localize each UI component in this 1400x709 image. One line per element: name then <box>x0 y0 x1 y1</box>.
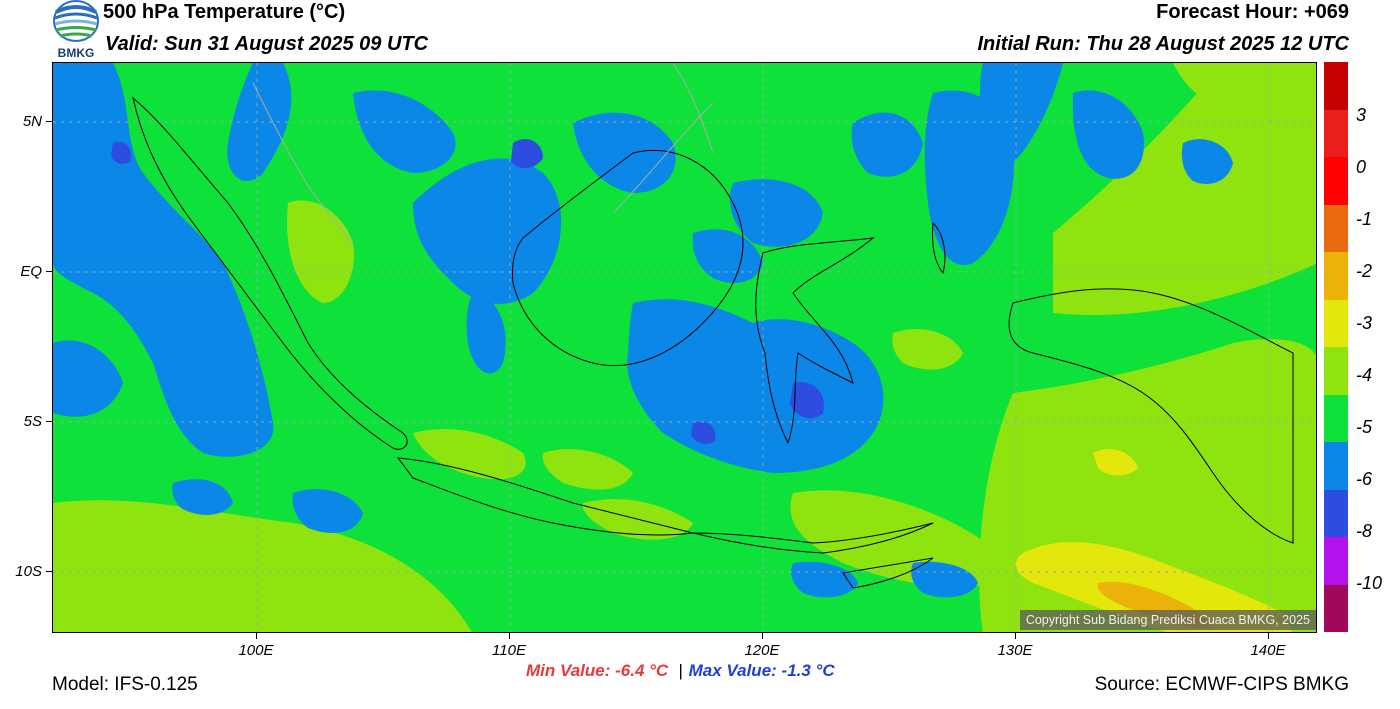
colorbar-segment <box>1324 252 1348 300</box>
colorbar-label: -4 <box>1356 365 1373 385</box>
map-canvas <box>53 63 1316 632</box>
lon-label-100e: 100E <box>238 642 274 659</box>
min-max-values: Min Value: -6.4 °C | Max Value: -1.3 °C <box>526 661 835 681</box>
max-value: Max Value: -1.3 °C <box>688 661 835 680</box>
graticule <box>53 63 1316 632</box>
colorbar-segment <box>1324 109 1348 157</box>
lat-label-10s: 10S <box>15 563 42 580</box>
colorbar-label: 3 <box>1356 105 1367 125</box>
colorbar-segment <box>1324 347 1348 395</box>
lat-tick <box>46 271 52 272</box>
field-minus6 <box>111 138 824 444</box>
copyright-notice: Copyright Sub Bidang Prediksi Cuaca BMKG… <box>1019 610 1316 630</box>
min-max-separator: | <box>678 661 683 680</box>
temperature-map <box>52 62 1317 633</box>
lon-tick <box>762 633 763 639</box>
timor-outline <box>842 557 934 589</box>
lon-tick <box>509 633 510 639</box>
lat-tick <box>46 121 52 122</box>
forecast-hour: Forecast Hour: +069 <box>1156 1 1349 23</box>
lesser-sunda-outline <box>692 522 934 554</box>
halmahera-outline <box>932 221 946 275</box>
field-minus2 <box>1015 448 1293 632</box>
colorbar-segment <box>1324 62 1348 110</box>
lon-label-130e: 130E <box>997 642 1033 659</box>
valid-time: Valid: Sun 31 August 2025 09 UTC <box>105 33 429 55</box>
logo-text: BMKG <box>58 46 95 60</box>
colorbar-segment <box>1324 489 1348 537</box>
sumatra-outline <box>132 96 408 450</box>
lon-tick <box>256 633 257 639</box>
northern-borneo-outline <box>612 102 714 214</box>
colorbar-label: -3 <box>1356 313 1373 333</box>
lon-label-140e: 140E <box>1250 642 1286 659</box>
colorbar-label: -1 <box>1356 209 1373 229</box>
coastlines <box>132 63 1294 589</box>
lon-label-120e: 120E <box>744 642 780 659</box>
lon-tick <box>1268 633 1269 639</box>
initial-run: Initial Run: Thu 28 August 2025 12 UTC <box>977 33 1349 55</box>
colorbar-label: -10 <box>1356 573 1383 593</box>
malay-peninsula-outline <box>252 82 354 244</box>
new-guinea-outline <box>1008 288 1294 544</box>
colorbar-label: 0 <box>1356 157 1367 177</box>
field-minus5 <box>53 63 1233 598</box>
lat-tick <box>46 421 52 422</box>
colorbar-label: -5 <box>1356 417 1373 437</box>
sulawesi-outline <box>755 237 875 445</box>
colorbar-segment <box>1324 204 1348 252</box>
colorbar-segment <box>1324 157 1348 205</box>
colorbar-label: -6 <box>1356 469 1373 489</box>
colorbar-segment <box>1324 537 1348 585</box>
model-name: Model: IFS-0.125 <box>52 674 198 695</box>
lat-tick <box>46 571 52 572</box>
borneo-outline <box>512 149 744 367</box>
min-value: Min Value: -6.4 °C <box>526 661 669 680</box>
colorbar-segment <box>1324 442 1348 490</box>
lat-label-5s: 5S <box>23 413 42 430</box>
lon-tick <box>1015 633 1016 639</box>
colorbar-label: -2 <box>1356 261 1373 281</box>
lat-label-5n: 5N <box>22 113 42 130</box>
colorbar <box>1324 62 1348 632</box>
colorbar-segment <box>1324 299 1348 347</box>
map-title: 500 hPa Temperature (°C) <box>103 1 346 23</box>
lat-label-eq: EQ <box>20 263 42 280</box>
colorbar-segment <box>1324 394 1348 442</box>
philippines-outline <box>672 63 714 154</box>
colorbar-label: -8 <box>1356 521 1373 541</box>
colorbar-segment <box>1324 584 1348 632</box>
data-source: Source: ECMWF-CIPS BMKG <box>1094 674 1349 695</box>
lon-label-110e: 110E <box>492 642 526 659</box>
bmkg-logo: BMKG <box>52 0 100 60</box>
